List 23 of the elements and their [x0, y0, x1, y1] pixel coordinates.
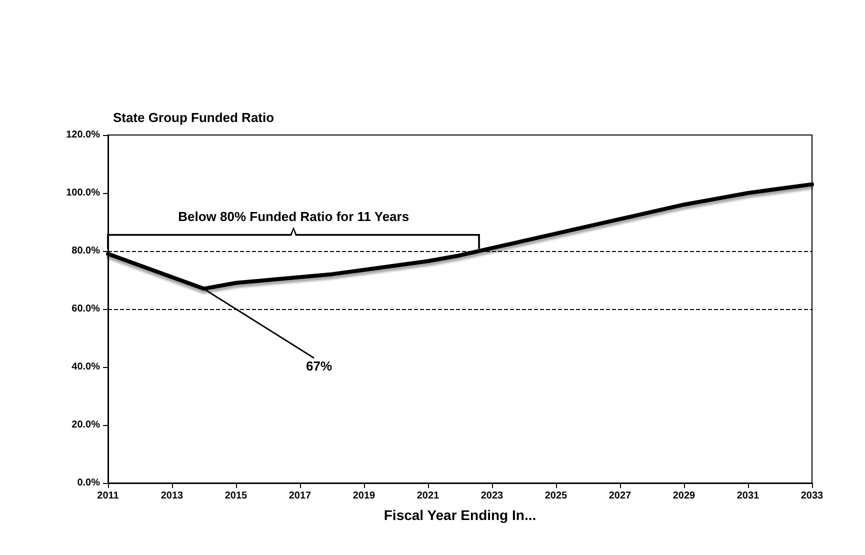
annotation: Below 80% Funded Ratio for 11 Years — [178, 209, 410, 224]
y-tick-label: 120.0% — [66, 130, 100, 140]
x-tick-label: 2033 — [800, 490, 824, 502]
x-tick-label: 2017 — [288, 490, 312, 502]
y-tick-label: 100.0% — [66, 188, 100, 198]
chart-title: State Group Funded Ratio — [113, 110, 274, 125]
x-tick-label: 2021 — [416, 490, 440, 502]
x-tick-label: 2029 — [672, 490, 696, 502]
x-tick-label: 2023 — [480, 490, 504, 502]
y-tick-label: 60.0% — [72, 304, 100, 314]
x-tick-label: 2013 — [160, 490, 184, 502]
x-tick-label: 2027 — [608, 490, 632, 502]
x-tick-label: 2015 — [224, 490, 248, 502]
x-axis-title: Fiscal Year Ending In... — [384, 507, 536, 523]
x-tick-label: 2019 — [352, 490, 376, 502]
x-tick-label: 2031 — [736, 490, 760, 502]
y-tick-label: 20.0% — [72, 420, 100, 430]
y-tick-label: 80.0% — [72, 246, 100, 256]
y-tick-label: 0.0% — [77, 478, 100, 488]
x-tick-label: 2011 — [97, 490, 120, 502]
y-tick-label: 40.0% — [72, 362, 100, 372]
x-tick-label: 2025 — [544, 490, 568, 502]
annotation: 67% — [306, 358, 332, 374]
